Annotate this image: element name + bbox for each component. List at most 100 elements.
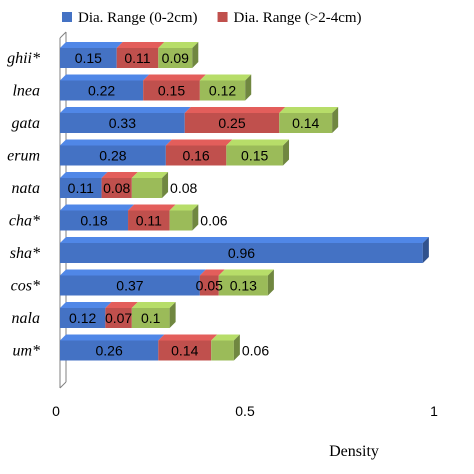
bar-front-face: [199, 80, 246, 101]
data-label: 0.22: [88, 83, 115, 99]
data-label: 0.33: [109, 115, 136, 131]
bar-top-face: [60, 42, 123, 48]
bar-front-face: [131, 178, 163, 198]
bar-front-face: [165, 145, 227, 166]
bar-side-face: [267, 269, 274, 296]
bar-segment: [158, 334, 218, 361]
bar-front-face: [60, 210, 129, 231]
legend-swatch: [62, 12, 72, 22]
bar-top-face: [143, 74, 206, 81]
bars: [60, 42, 429, 361]
x-tick-labels: 0 0.5 1: [52, 403, 438, 419]
wall-bottom-edge: [59, 381, 67, 389]
data-label: 0.12: [209, 83, 236, 99]
bar-front-face: [158, 340, 212, 361]
legend: Dia. Range (0-2cm) Dia. Range (>2-4cm): [62, 10, 362, 26]
bar-front-face: [60, 48, 117, 68]
bar-side-face: [169, 302, 176, 328]
bar-front-face: [60, 113, 185, 133]
bar-top-face: [169, 204, 199, 211]
bar-front-face: [60, 80, 144, 101]
category-label: cha*: [9, 213, 40, 230]
bar-front-face: [60, 178, 102, 198]
data-label: 0.11: [136, 213, 162, 229]
x-axis-title: Density: [329, 443, 379, 460]
data-label: 0.15: [75, 50, 102, 66]
bar-front-face: [101, 178, 132, 198]
bar-top-face: [60, 139, 172, 146]
data-label: 0.15: [241, 148, 268, 164]
data-label: 0.12: [69, 310, 96, 326]
bar-segment: [131, 302, 176, 328]
bar-segment: [128, 204, 176, 231]
bar-segment: [105, 302, 138, 328]
bar-front-face: [226, 145, 284, 166]
category-label: um*: [12, 343, 40, 360]
bar-front-face: [279, 113, 333, 133]
data-label: 0.15: [158, 83, 185, 99]
bar-top-face: [199, 269, 225, 276]
bar-top-face: [101, 172, 138, 178]
bar-segment: [218, 269, 274, 296]
category-label: ghii*: [7, 50, 40, 67]
data-label: 0.1: [141, 310, 161, 326]
bar-segment: [101, 172, 138, 198]
bar-segment: [226, 139, 290, 166]
bar-top-face: [116, 42, 165, 48]
data-labels: 0.15 0.11 0.09 0.22 0.15 0.12 0.33 0.25 0.14 0.28…: [68, 50, 320, 359]
bar-front-face: [60, 243, 423, 263]
bar-front-face: [199, 275, 219, 296]
bar-front-face: [128, 210, 170, 231]
data-label: 0.06: [242, 343, 269, 359]
bar-segment: [60, 302, 112, 328]
wall-top-edge: [59, 31, 67, 39]
bar-side-face: [192, 42, 199, 68]
bar-segment: [199, 269, 225, 296]
bar-top-face: [128, 204, 176, 211]
bar-side-face: [245, 74, 252, 101]
category-labels: ghii* lnea gata erum nata cha* sha* cos* nala um*: [7, 50, 40, 360]
bar-top-face: [131, 302, 176, 308]
data-label: 0.06: [200, 213, 227, 229]
bar-top-face: [218, 269, 274, 276]
data-label: 0.14: [171, 343, 198, 359]
data-label: 0.16: [182, 148, 209, 164]
bar-top-face: [105, 302, 138, 308]
data-label: 0.26: [96, 343, 123, 359]
data-label: 0.09: [162, 50, 189, 66]
bar-top-face: [211, 334, 240, 341]
data-label: 0.96: [228, 245, 255, 261]
bar-side-face: [283, 139, 290, 166]
bar-front-face: [60, 308, 106, 328]
bar-top-face: [158, 334, 218, 341]
bar-top-face: [60, 237, 429, 243]
data-label: 0.13: [230, 278, 257, 294]
category-label: cos*: [11, 278, 40, 295]
bar-segment: [169, 204, 199, 231]
bar-top-face: [60, 302, 112, 308]
bar-segment: [60, 172, 108, 198]
bar-top-face: [226, 139, 290, 146]
bar-side-face: [233, 334, 240, 361]
bar-segment: [60, 204, 135, 231]
bar-side-face: [332, 107, 339, 133]
category-label: erum: [7, 148, 40, 165]
bar-segment: [158, 42, 199, 68]
bar-front-face: [211, 340, 234, 361]
legend-label: Dia. Range (0-2cm): [78, 10, 198, 26]
bar-segment: [60, 139, 172, 166]
bar-front-face: [60, 340, 159, 361]
bar-segment: [184, 107, 286, 133]
bar-front-face: [169, 210, 193, 231]
x-tick-label: 1: [430, 403, 438, 419]
x-tick-label: 0: [52, 403, 60, 419]
bar-top-face: [279, 107, 339, 113]
category-label: nata: [12, 180, 40, 197]
bar-front-face: [218, 275, 268, 296]
bar-top-face: [184, 107, 286, 113]
bar-segment: [211, 334, 240, 361]
bar-segment: [199, 74, 252, 101]
data-label: 0.18: [80, 213, 107, 229]
bar-side-face: [422, 237, 429, 263]
